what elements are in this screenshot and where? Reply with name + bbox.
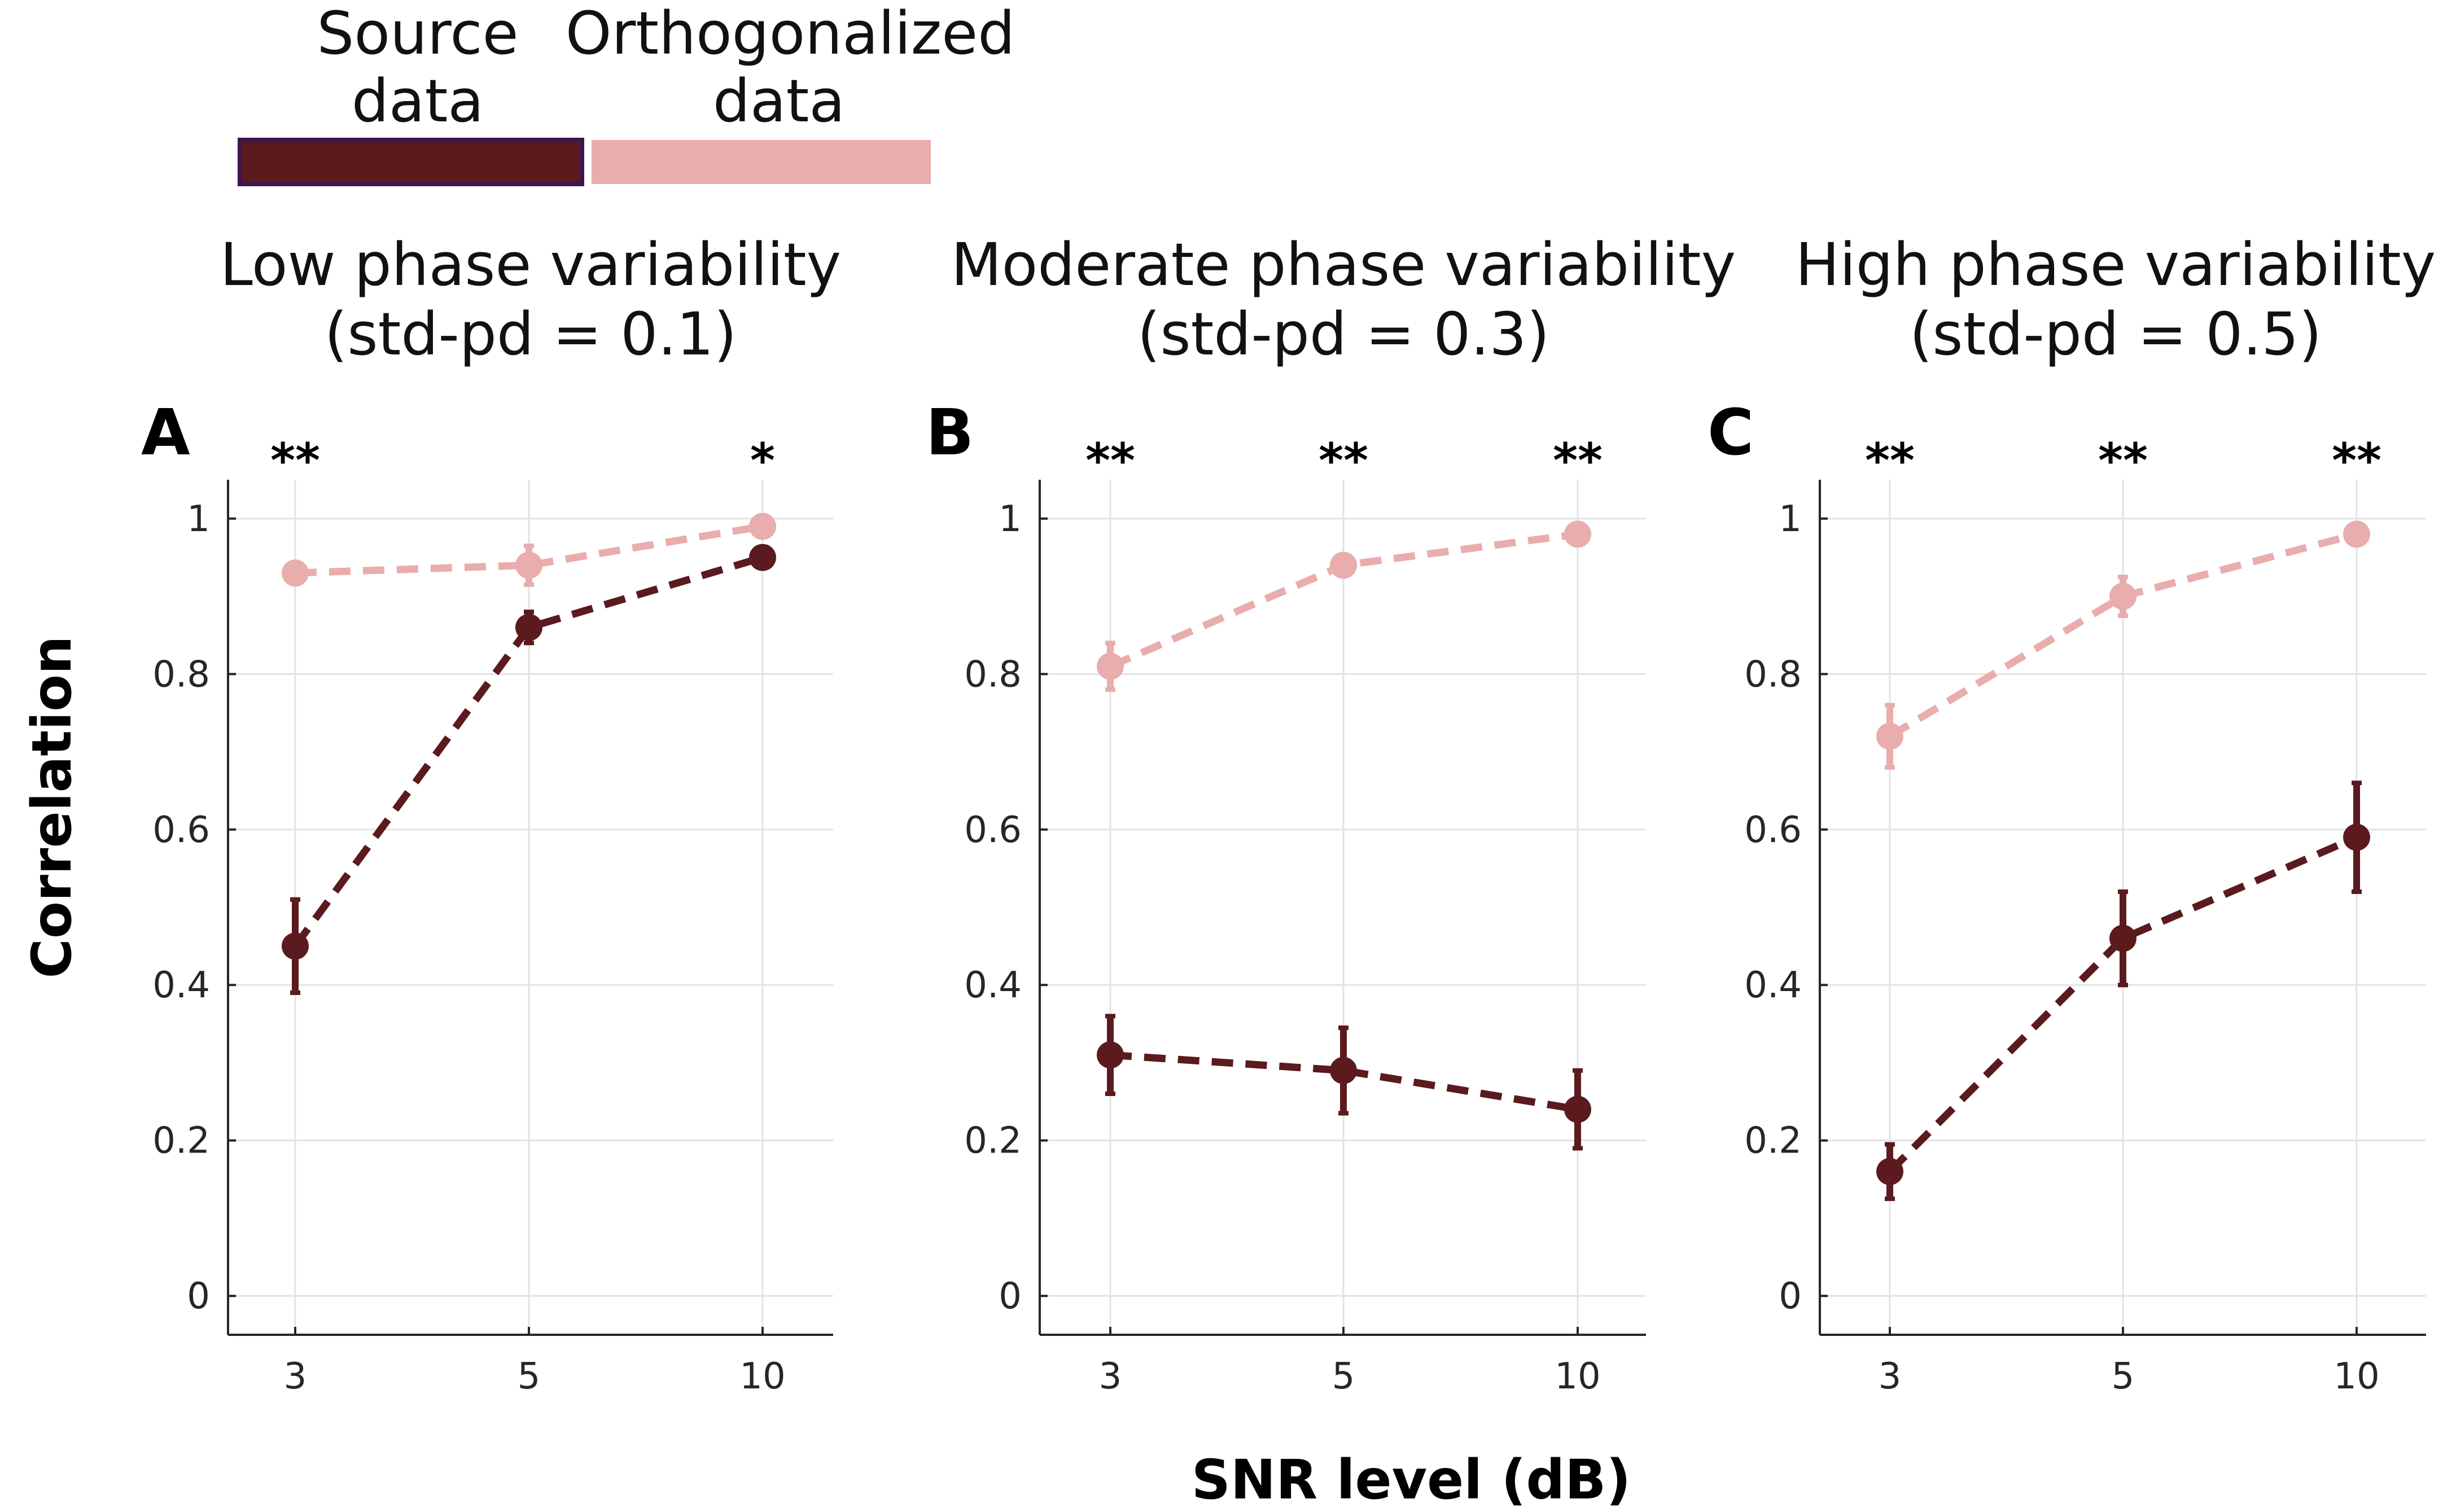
x-axis-label: SNR level (dB) <box>1192 1448 1631 1511</box>
series-line <box>292 554 764 949</box>
x-tick-label: 10 <box>1555 1356 1600 1397</box>
x-tick-label: 5 <box>1332 1356 1355 1397</box>
panel-title-line2: (std-pd = 0.1) <box>325 300 737 369</box>
legend-source-swatch <box>238 138 584 186</box>
panel-letter: A <box>141 396 190 470</box>
legend-source-label-line1: Source <box>317 0 518 68</box>
data-point <box>2109 582 2136 610</box>
series-source <box>1097 1014 1591 1151</box>
significance-marker: ** <box>2098 433 2148 488</box>
series-line <box>1110 1051 1579 1114</box>
y-tick-label: 0.2 <box>152 1120 210 1162</box>
x-tick-label: 3 <box>284 1356 307 1397</box>
series-line <box>1887 834 2358 1174</box>
legend-orthogonalized-swatch <box>592 140 931 184</box>
x-tick-label: 5 <box>2112 1356 2135 1397</box>
significance-marker: ** <box>2332 433 2381 488</box>
panel-title-line2: (std-pd = 0.3) <box>1137 300 1549 369</box>
y-tick-label: 0.4 <box>964 965 1022 1006</box>
y-tick-label: 0.2 <box>1744 1120 1802 1162</box>
significance-marker: ** <box>1553 433 1603 488</box>
legend: Source data Orthogonalized data <box>238 0 1015 186</box>
data-point <box>1330 1057 1357 1084</box>
data-point <box>282 559 309 587</box>
series-source <box>282 544 776 995</box>
data-point <box>515 551 542 579</box>
y-tick-label: 0.8 <box>152 654 210 695</box>
legend-orthogonalized-label-line2: data <box>713 67 845 135</box>
panel-title-line1: Low phase variability <box>220 230 841 299</box>
significance-marker: ** <box>1319 433 1368 488</box>
y-tick-label: 0.8 <box>964 654 1022 695</box>
significance-marker: ** <box>1085 433 1135 488</box>
x-tick-label: 3 <box>1099 1356 1122 1397</box>
series-orthogonalized <box>282 512 776 587</box>
significance-marker: ** <box>270 433 320 488</box>
series-line <box>295 523 764 577</box>
y-tick-label: 0 <box>999 1276 1022 1317</box>
data-point <box>1876 1158 1903 1185</box>
data-point <box>515 613 542 641</box>
y-tick-label: 0 <box>187 1276 210 1317</box>
data-point <box>1564 1095 1591 1123</box>
panel-b: Moderate phase variability(std-pd = 0.3)… <box>926 230 1736 1397</box>
data-point <box>2109 924 2136 952</box>
x-tick-label: 10 <box>739 1356 785 1397</box>
legend-orthogonalized-label-line1: Orthogonalized <box>566 0 1015 68</box>
y-tick-label: 0.4 <box>1744 965 1802 1006</box>
significance-marker: ** <box>1865 433 1915 488</box>
y-tick-label: 1 <box>999 498 1022 540</box>
panels: Low phase variability(std-pd = 0.1)A ** *0… <box>141 230 2436 1397</box>
data-point <box>749 544 776 571</box>
y-tick-label: 0.2 <box>964 1120 1022 1162</box>
x-tick-label: 10 <box>2333 1356 2379 1397</box>
data-point <box>2343 520 2370 548</box>
data-point <box>282 932 309 960</box>
y-tick-label: 0.6 <box>152 809 210 851</box>
y-tick-label: 0.6 <box>964 809 1022 851</box>
panel-letter: B <box>926 396 974 470</box>
y-tick-label: 1 <box>1779 498 1802 540</box>
data-point <box>1330 551 1357 579</box>
data-point <box>1097 1041 1124 1069</box>
y-tick-label: 0.8 <box>1744 654 1802 695</box>
panel-letter: C <box>1708 396 1754 470</box>
series-orthogonalized <box>1876 520 2370 770</box>
y-axis-label: Correlation <box>20 636 84 979</box>
panel-title-line1: High phase variability <box>1796 230 2436 299</box>
series-source <box>1876 781 2370 1201</box>
y-tick-label: 0 <box>1779 1276 1802 1317</box>
series-orthogonalized <box>1097 520 1591 692</box>
panel-title-line1: Moderate phase variability <box>951 230 1736 299</box>
x-tick-label: 3 <box>1879 1356 1902 1397</box>
panel-c: High phase variability(std-pd = 0.5) C ** *… <box>1708 230 2436 1397</box>
y-tick-label: 0.4 <box>152 965 210 1006</box>
data-point <box>2343 823 2370 851</box>
x-tick-label: 5 <box>518 1356 541 1397</box>
data-point <box>1564 520 1591 548</box>
data-point <box>1097 652 1124 680</box>
data-point <box>1876 722 1903 750</box>
legend-source-label-line2: data <box>352 67 484 135</box>
significance-marker: * <box>750 433 775 488</box>
panel-a: Low phase variability(std-pd = 0.1)A ** *0… <box>141 230 841 1397</box>
panel-title-line2: (std-pd = 0.5) <box>1910 300 2322 369</box>
y-tick-label: 1 <box>187 498 210 540</box>
data-point <box>749 512 776 540</box>
y-tick-label: 0.6 <box>1744 809 1802 851</box>
